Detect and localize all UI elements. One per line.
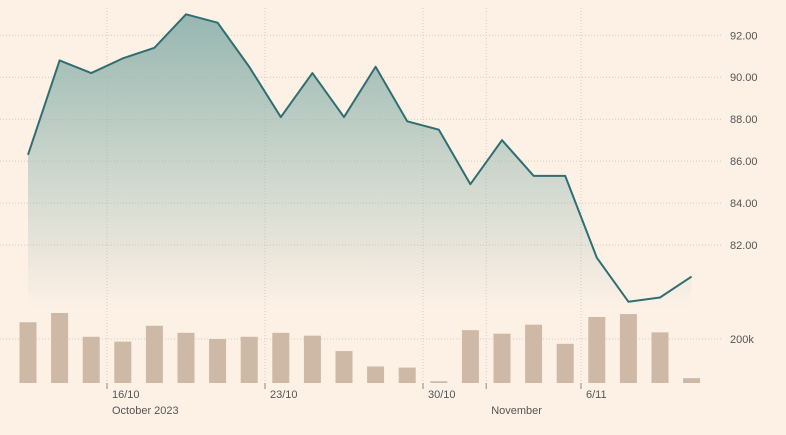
volume-bar	[209, 338, 227, 383]
volume-layer	[19, 313, 701, 383]
volume-bar	[461, 330, 479, 383]
volume-bar	[82, 336, 100, 383]
x-tick-label: 6/11	[586, 389, 607, 401]
price-tick-label: 84.00	[730, 198, 758, 210]
price-area	[28, 14, 692, 309]
x-tick-sublabel: November	[491, 405, 542, 417]
volume-bar	[114, 341, 132, 383]
volume-bar	[240, 336, 258, 383]
price-tick-label: 92.00	[730, 30, 758, 42]
volume-bar	[556, 343, 574, 383]
price-tick-label: 86.00	[730, 156, 758, 168]
price-tick-label: 82.00	[730, 240, 758, 252]
x-tick-label: 23/10	[270, 389, 298, 401]
volume-bar	[303, 335, 321, 383]
volume-bar	[272, 332, 290, 383]
volume-bar	[525, 324, 543, 383]
volume-bar	[19, 322, 37, 383]
volume-bar	[493, 333, 511, 383]
volume-tick-label: 200k	[730, 334, 754, 346]
volume-bar	[430, 381, 448, 383]
x-tick-label: 16/10	[112, 389, 140, 401]
volume-bar	[177, 332, 195, 383]
volume-bar	[683, 378, 701, 383]
x-tick-sublabel: October 2023	[112, 405, 179, 417]
label-layer: 82.00 84.00 86.00 88.00 90.00 92.00 200k 16/10 O…	[106, 30, 758, 417]
area-layer	[28, 14, 692, 309]
volume-bar	[51, 313, 69, 383]
volume-bar	[145, 325, 163, 383]
volume-bar	[335, 351, 353, 383]
price-tick-label: 88.00	[730, 114, 758, 126]
price-line	[27, 13, 693, 303]
x-tick-label: 30/10	[428, 389, 456, 401]
volume-bar	[588, 316, 606, 383]
price-tick-label: 90.00	[730, 72, 758, 84]
volume-bar	[619, 314, 637, 383]
line-layer	[27, 13, 693, 303]
volume-bar	[398, 367, 416, 383]
volume-bar	[651, 332, 669, 383]
volume-bar	[367, 366, 385, 383]
